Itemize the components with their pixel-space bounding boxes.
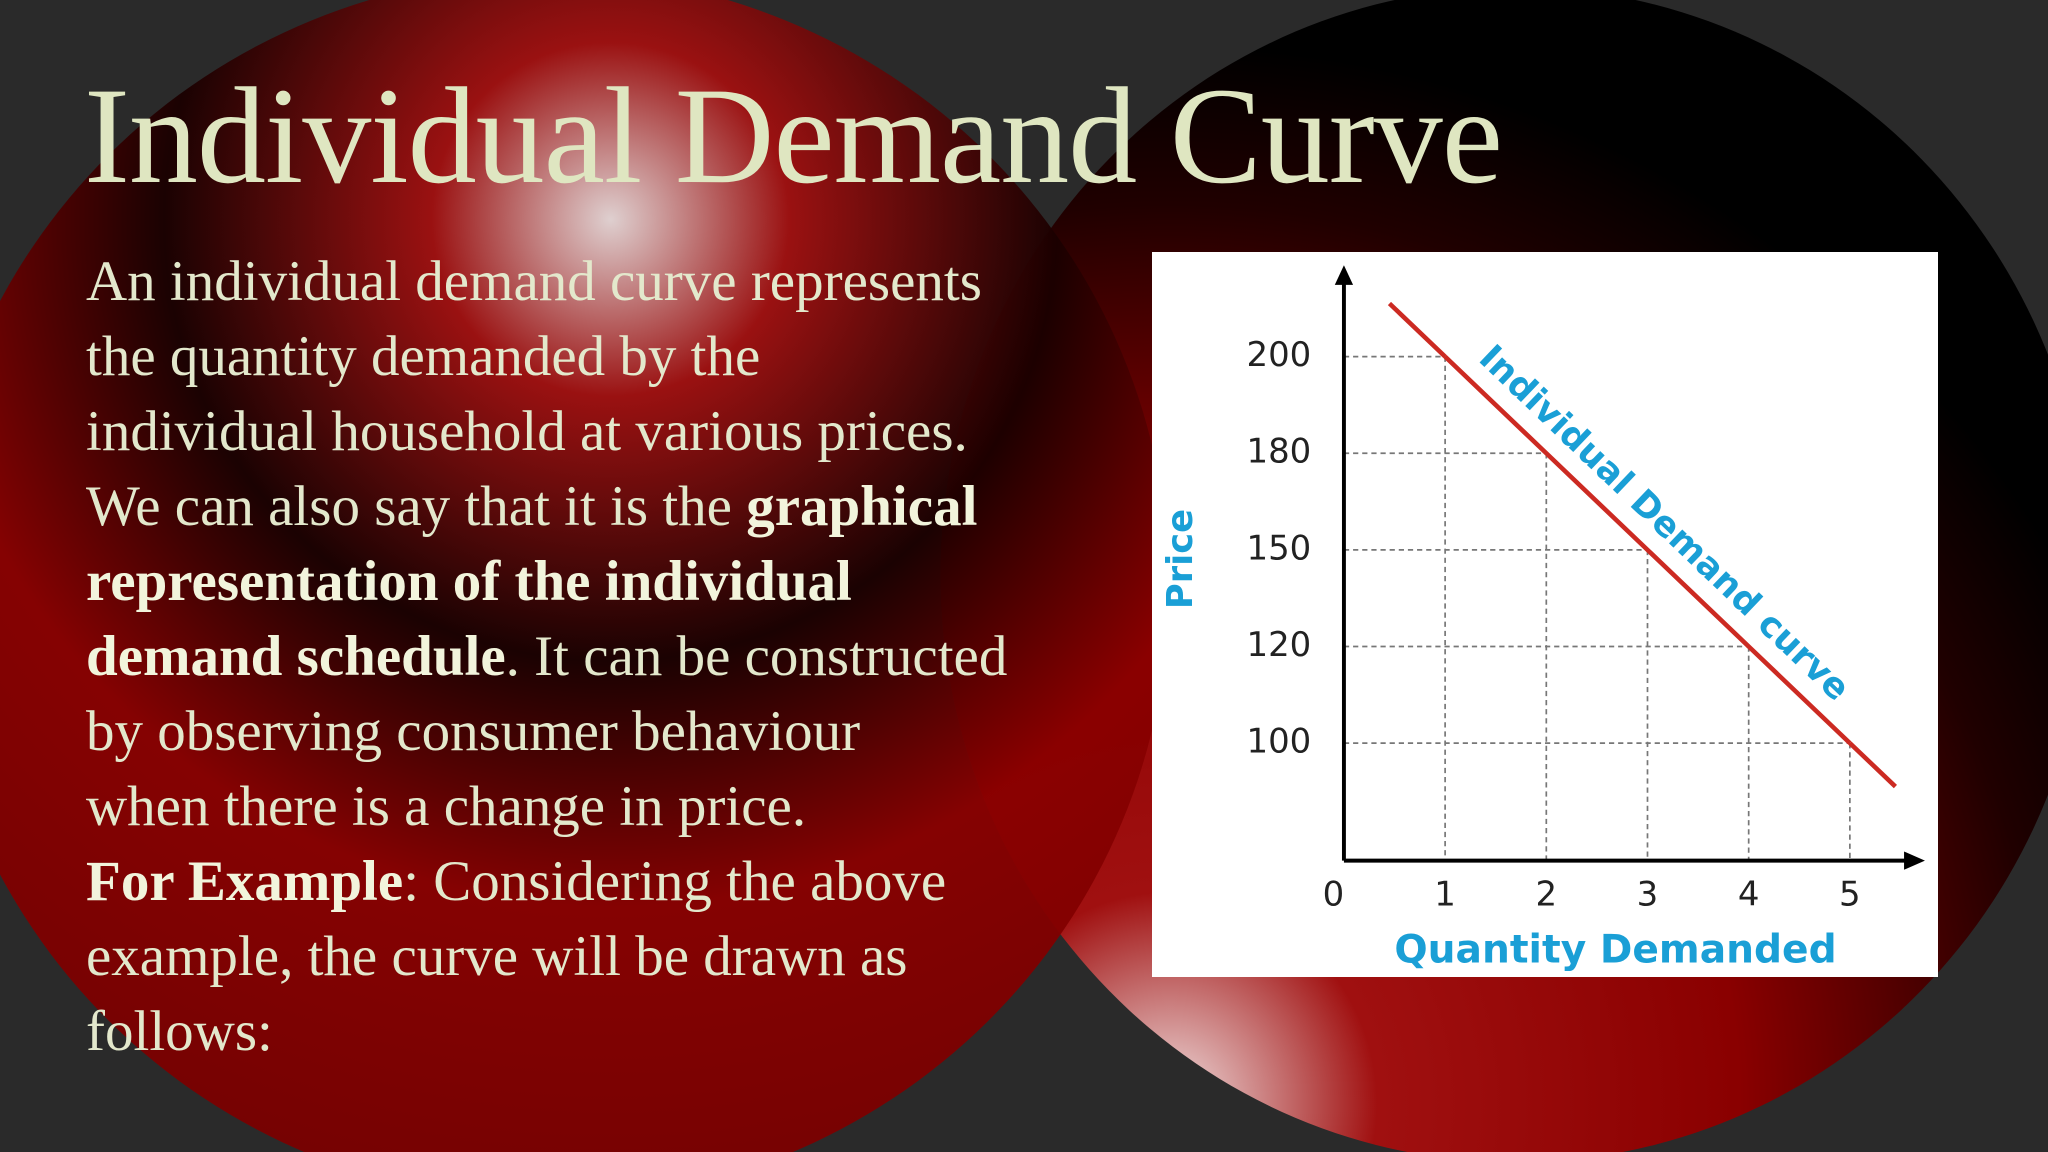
text-line: by observing consumer behaviour — [86, 694, 1007, 769]
demand-line — [1443, 354, 1852, 745]
text: We can also say that it is the — [86, 475, 747, 538]
x-tick-label: 0 — [1323, 874, 1345, 914]
slide-title: Individual Demand Curve — [84, 59, 1503, 212]
y-tick-label: 150 — [1247, 528, 1312, 568]
series-label: Individual Demand curve — [1471, 337, 1858, 709]
text-line: demand schedule. It can be constructed — [86, 619, 1007, 694]
text-line: representation of the individual — [86, 544, 1007, 619]
x-axis-arrow — [1904, 851, 1925, 870]
text: when there is a change in price. — [86, 775, 807, 838]
text: . It can be constructed — [505, 625, 1008, 688]
bold-text: graphical — [746, 475, 978, 538]
bold-text: representation of the individual — [86, 550, 852, 613]
text: : Considering the above — [403, 850, 947, 913]
chart: Price Quantity Demanded 100 120 150 180 200 0… — [1152, 252, 1938, 977]
line-extension — [1848, 741, 1897, 789]
text-line: when there is a change in price. — [86, 769, 1007, 844]
y-tick-label: 200 — [1247, 335, 1312, 375]
text: individual household at various prices. — [86, 400, 968, 463]
text-line: the quantity demanded by the — [86, 319, 1007, 394]
x-tick-label: 5 — [1839, 874, 1861, 914]
text: An individual demand curve represents — [86, 250, 982, 313]
y-tick-label: 180 — [1247, 432, 1312, 472]
text: the quantity demanded by the — [86, 325, 761, 388]
text: follows: — [86, 1000, 273, 1063]
x-tick-label: 3 — [1637, 874, 1659, 914]
bold-text: For Example — [86, 850, 404, 913]
line-extension — [1387, 301, 1447, 359]
text-line: We can also say that it is the graphical — [86, 469, 1007, 544]
x-tick-label: 2 — [1536, 874, 1558, 914]
bold-text: demand schedule — [86, 625, 506, 688]
body-text: An individual demand curve represents the… — [86, 244, 1007, 1069]
text: example, the curve will be drawn as — [86, 925, 908, 988]
text-line: An individual demand curve represents — [86, 244, 1007, 319]
text-line: individual household at various prices. — [86, 394, 1007, 469]
y-axis-arrow — [1334, 265, 1354, 285]
x-axis-label: Quantity Demanded — [1394, 928, 1836, 973]
y-axis-label: Price — [1160, 509, 1201, 609]
text: by observing consumer behaviour — [86, 700, 861, 763]
y-tick-label: 100 — [1247, 722, 1312, 762]
y-tick-label: 120 — [1247, 625, 1312, 665]
x-tick-label: 1 — [1434, 874, 1456, 914]
text-line: example, the curve will be drawn as — [86, 919, 1007, 994]
text-line: For Example: Considering the above — [86, 844, 1007, 919]
text-line: follows: — [86, 994, 1007, 1069]
x-tick-label: 4 — [1738, 874, 1760, 914]
circle-left — [0, 0, 1169, 1152]
